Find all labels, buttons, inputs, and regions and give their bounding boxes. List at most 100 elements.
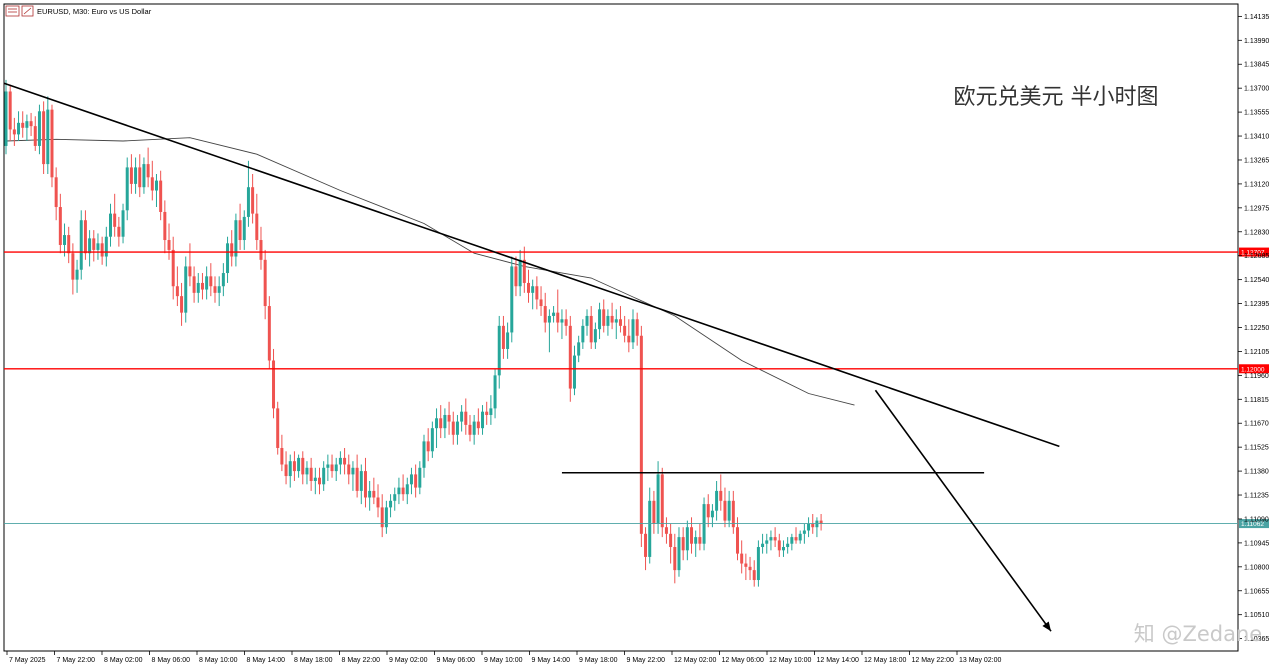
candle bbox=[305, 461, 309, 485]
candle-body bbox=[330, 464, 334, 472]
candle-body bbox=[606, 315, 610, 326]
candle bbox=[769, 530, 773, 551]
candle-body bbox=[217, 286, 221, 293]
candle-body bbox=[723, 500, 727, 521]
candle-body bbox=[756, 547, 760, 581]
candle-body bbox=[117, 226, 121, 237]
candle-body bbox=[213, 286, 217, 293]
candle bbox=[259, 226, 263, 270]
x-tick-label: 9 May 06:00 bbox=[437, 657, 476, 664]
candle bbox=[238, 203, 242, 250]
candle-body bbox=[677, 537, 681, 571]
candle bbox=[104, 226, 108, 267]
candle bbox=[17, 111, 21, 141]
candle bbox=[363, 457, 367, 508]
candle-body bbox=[706, 504, 710, 518]
candle bbox=[372, 477, 376, 505]
candle-body bbox=[418, 467, 422, 488]
candle-body bbox=[376, 497, 380, 508]
candle bbox=[297, 454, 301, 478]
x-tick-label: 7 May 22:00 bbox=[57, 657, 96, 664]
candle bbox=[63, 223, 67, 257]
candle-body bbox=[384, 507, 388, 528]
candle-body bbox=[422, 441, 426, 468]
y-tick-label: 1.10365 bbox=[1244, 636, 1269, 643]
candle-body bbox=[635, 319, 639, 336]
candle bbox=[217, 276, 221, 307]
y-tick-label: 1.12830 bbox=[1244, 229, 1269, 236]
candle-body bbox=[209, 276, 213, 287]
candle-body bbox=[572, 355, 576, 389]
y-tick-label: 1.13700 bbox=[1244, 86, 1269, 93]
candle-body bbox=[409, 474, 413, 485]
candle-body bbox=[798, 533, 802, 541]
candle bbox=[343, 447, 347, 475]
candle-body bbox=[464, 411, 468, 425]
candle-body bbox=[618, 319, 622, 326]
candle bbox=[485, 401, 489, 425]
candle-body bbox=[585, 315, 589, 326]
candle bbox=[790, 533, 794, 551]
candle bbox=[736, 517, 739, 561]
candle bbox=[698, 523, 702, 551]
candle bbox=[150, 160, 154, 201]
candle bbox=[577, 335, 581, 363]
candle bbox=[765, 533, 769, 554]
candle-body bbox=[163, 211, 167, 241]
candle-body bbox=[518, 259, 522, 287]
candle bbox=[677, 527, 681, 577]
candle bbox=[606, 309, 610, 336]
candle bbox=[142, 157, 146, 194]
candle bbox=[727, 490, 731, 528]
y-tick-label: 1.13990 bbox=[1244, 38, 1269, 45]
y-tick-label: 1.14135 bbox=[1244, 14, 1269, 21]
x-tick-label: 9 May 14:00 bbox=[532, 657, 571, 664]
candle bbox=[610, 302, 614, 330]
candle bbox=[435, 408, 439, 448]
candle-body bbox=[104, 236, 108, 257]
candle-body bbox=[489, 408, 493, 415]
candle bbox=[460, 405, 464, 432]
x-tick-label: 8 May 22:00 bbox=[342, 657, 381, 664]
candle-body bbox=[426, 441, 430, 452]
y-tick-label: 1.10510 bbox=[1244, 612, 1269, 619]
x-tick-label: 12 May 10:00 bbox=[769, 657, 812, 664]
candle-body bbox=[129, 167, 133, 184]
candle bbox=[706, 494, 710, 528]
quick-trade-icon-line bbox=[23, 7, 32, 15]
x-tick-label: 9 May 10:00 bbox=[484, 657, 523, 664]
candle-body bbox=[543, 306, 547, 323]
watermark: 知 @Zedane bbox=[1134, 622, 1262, 646]
candle bbox=[347, 454, 351, 485]
candle-body bbox=[744, 563, 748, 567]
candle-body bbox=[25, 121, 29, 128]
candle-body bbox=[167, 240, 171, 250]
candle-body bbox=[288, 461, 292, 477]
y-tick-label: 1.12395 bbox=[1244, 301, 1269, 308]
candle-body bbox=[781, 547, 785, 551]
candle bbox=[547, 309, 551, 353]
downtrend-line bbox=[3, 82, 1060, 448]
y-tick-label: 1.11380 bbox=[1244, 469, 1269, 476]
candle bbox=[251, 174, 255, 224]
candle bbox=[125, 157, 129, 221]
candle bbox=[426, 428, 430, 462]
candle bbox=[288, 454, 292, 488]
candle bbox=[585, 309, 589, 336]
candle-body bbox=[752, 570, 756, 581]
candle-body bbox=[786, 543, 790, 548]
x-tick-label: 7 May 2025 bbox=[9, 657, 46, 664]
candle bbox=[338, 451, 342, 475]
candle bbox=[414, 464, 418, 498]
candle bbox=[67, 226, 71, 264]
price-tag-label: 1.12707 bbox=[1241, 250, 1265, 257]
price-tag-bg bbox=[1239, 519, 1269, 529]
candle bbox=[455, 414, 459, 445]
candle bbox=[593, 322, 597, 349]
candle-body bbox=[669, 533, 673, 548]
candle bbox=[819, 514, 823, 531]
y-tick-label: 1.10655 bbox=[1244, 588, 1269, 595]
candle bbox=[781, 540, 785, 557]
y-tick-label: 1.13845 bbox=[1244, 62, 1269, 69]
